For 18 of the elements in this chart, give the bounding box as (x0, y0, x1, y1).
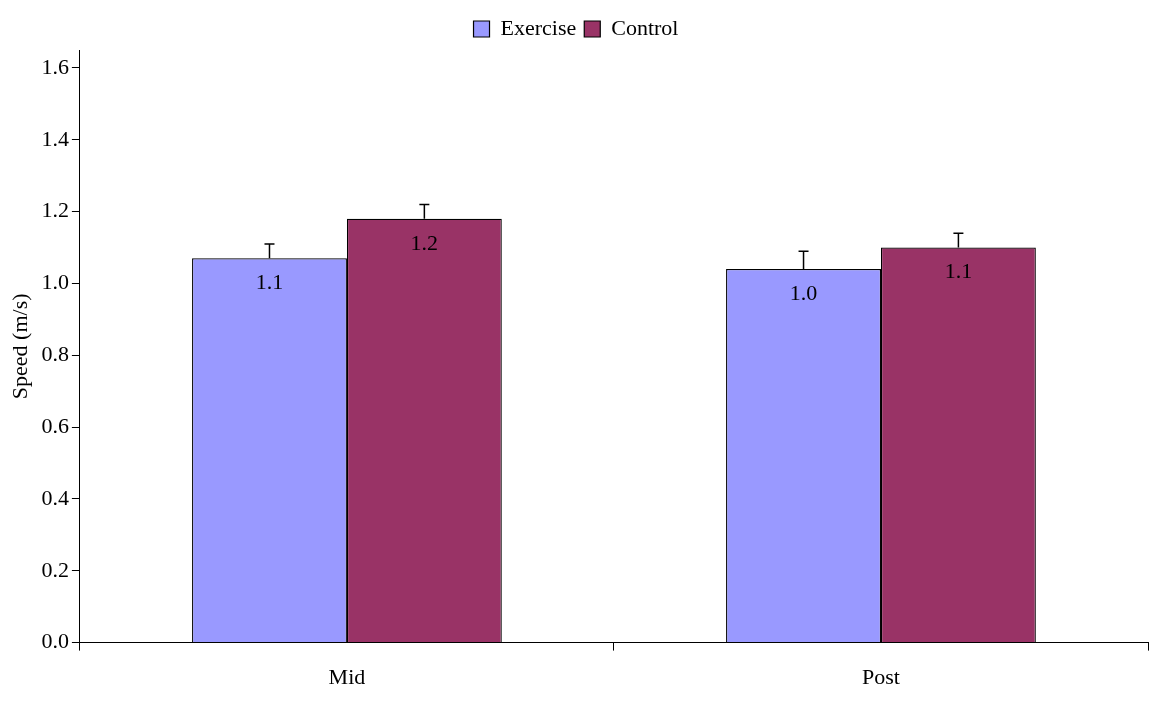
y-tick-label: 1.6 (41, 53, 69, 79)
data-label: 1.0 (789, 279, 818, 305)
data-label: 1.1 (944, 258, 973, 284)
data-label: 1.1 (255, 269, 284, 295)
y-tick-label: 1.2 (41, 197, 69, 223)
x-tick-label: Post (862, 663, 900, 689)
y-tick-label: 0.6 (41, 412, 69, 438)
y-tick-label: 0.0 (41, 628, 69, 654)
y-tick-label: 0.2 (41, 556, 69, 582)
data-label: 1.2 (410, 229, 439, 255)
y-tick-label: 1.0 (41, 269, 69, 295)
y-tick-label: 0.4 (41, 484, 69, 510)
x-tick-label: Mid (328, 663, 366, 689)
legend-label: Control (611, 14, 679, 40)
legend-label: Exercise (500, 14, 577, 40)
y-tick-label: 0.8 (41, 341, 69, 367)
y-tick-label: 1.4 (41, 125, 69, 151)
y-axis-title: Speed (m/s) (6, 293, 32, 400)
